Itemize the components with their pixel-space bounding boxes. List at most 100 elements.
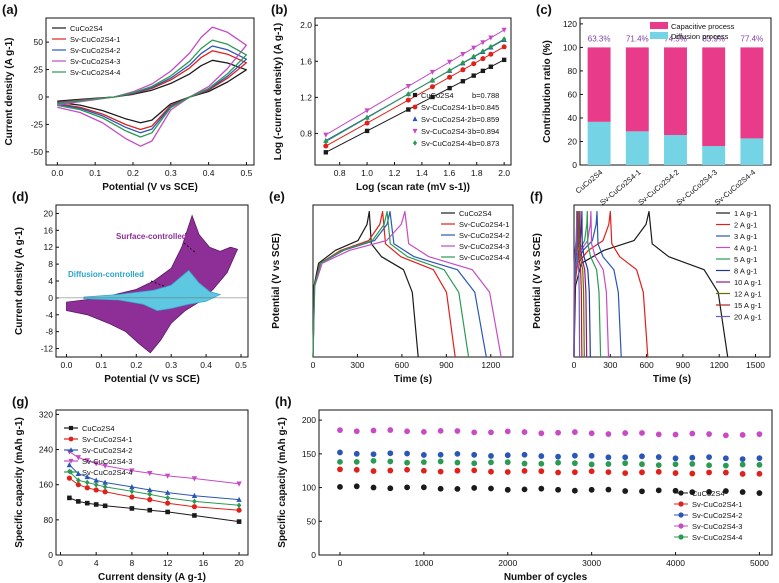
legend-entry: 5 A g-1 bbox=[734, 255, 757, 264]
panel-label: (h) bbox=[275, 394, 292, 409]
data-point bbox=[406, 107, 411, 112]
cycle-point bbox=[420, 459, 427, 466]
data-point bbox=[147, 487, 153, 493]
cycle-point bbox=[471, 451, 478, 458]
cycle-point bbox=[370, 427, 377, 434]
x-axis-label: Time (s) bbox=[394, 374, 432, 385]
cycle-point bbox=[454, 467, 461, 474]
cycle-point bbox=[471, 467, 478, 474]
x-tick-label: 0.1 bbox=[95, 360, 107, 370]
cycle-point bbox=[639, 469, 645, 476]
y-tick-label: 80 bbox=[44, 515, 54, 525]
cycle-point bbox=[437, 468, 444, 475]
legend-entry: CuCo2S4 bbox=[692, 489, 725, 498]
cycle-point bbox=[504, 469, 511, 475]
y-tick-label: 320 bbox=[39, 409, 53, 419]
cycle-point bbox=[370, 484, 377, 491]
panel-e: (e) 0 300 600 900 1200 Time (s) Potential (V vs… bbox=[269, 189, 514, 385]
y-tick-label: 4 bbox=[48, 276, 53, 286]
y-tick-label: -8 bbox=[45, 327, 53, 337]
x-tick-label: 0.4 bbox=[200, 360, 212, 370]
bar-data-label: 74.5% bbox=[664, 34, 687, 43]
legend-entry: Sv-CuCo2S4-3 bbox=[421, 127, 471, 136]
x-axis-label: Number of cycles bbox=[504, 572, 588, 583]
data-point bbox=[129, 468, 135, 474]
cycle-point bbox=[337, 449, 343, 456]
x-tick-label: 0.3 bbox=[165, 360, 177, 370]
legend-marker bbox=[678, 501, 684, 507]
data-point bbox=[364, 108, 370, 114]
y-tick-label: 12 bbox=[44, 242, 54, 252]
cycle-point bbox=[538, 430, 545, 437]
cycle-point bbox=[722, 469, 729, 476]
x-tick-label: 1.0 bbox=[361, 168, 373, 178]
data-point bbox=[93, 477, 99, 483]
cycle-point bbox=[454, 459, 461, 466]
cycle-point bbox=[689, 470, 696, 477]
data-point bbox=[471, 53, 476, 60]
legend-entry: CuCo2S4 bbox=[70, 24, 103, 33]
y-axis-label: Log (-current density) (A g-1) bbox=[273, 23, 284, 160]
x-tick-label: 0 bbox=[311, 360, 316, 370]
legend-marker bbox=[678, 523, 684, 529]
data-point bbox=[405, 97, 411, 103]
data-point bbox=[488, 43, 494, 50]
cycle-point bbox=[739, 432, 746, 438]
cycle-point bbox=[739, 461, 746, 468]
bar-capacitive bbox=[625, 47, 649, 132]
cycle-point bbox=[488, 453, 494, 459]
x-tick-label: 900 bbox=[676, 360, 690, 370]
cycle-point bbox=[639, 488, 645, 495]
category-label: Sv-CuCo2S4-4 bbox=[713, 168, 757, 207]
legend-marker bbox=[412, 92, 418, 98]
x-tick-label: 1.8 bbox=[471, 168, 483, 178]
data-point bbox=[84, 485, 90, 491]
x-axis-label: Potential (V vs SCE) bbox=[104, 374, 200, 385]
y-tick-label: 100 bbox=[302, 483, 316, 493]
x-tick-label: 0 bbox=[58, 558, 63, 568]
cycle-point bbox=[437, 485, 444, 492]
cycle-point bbox=[706, 454, 712, 461]
panel-h: (h) 0 1000 2000 3000 4000 5000 0 50 100 150 200 Numb… bbox=[275, 394, 773, 583]
cycle-point bbox=[689, 454, 696, 461]
legend-entry: Sv-CuCo2S4-3 bbox=[692, 522, 742, 531]
legend-entry: Sv-CuCo2S4-2 bbox=[459, 231, 509, 240]
data-point bbox=[429, 69, 436, 75]
annotation-diffusion: Diffusion-controlled bbox=[68, 270, 144, 279]
y-tick-label: 8 bbox=[48, 259, 53, 269]
cycle-point bbox=[605, 454, 612, 461]
area-0 bbox=[66, 214, 239, 354]
x-tick-label: 16 bbox=[199, 558, 209, 568]
data-point bbox=[460, 67, 466, 73]
gcd-curve-9 bbox=[573, 210, 581, 358]
x-tick-label: 0.0 bbox=[51, 168, 63, 178]
data-point bbox=[129, 483, 135, 490]
data-point bbox=[236, 502, 242, 509]
cycle-point bbox=[370, 457, 377, 464]
data-point bbox=[164, 473, 171, 479]
panel-d: (d) 0.0 0.1 0.2 0.3 0.4 0.5 -12 -8 -4 0 4 8 12 16 20 Pot… bbox=[12, 189, 249, 385]
data-point bbox=[480, 40, 486, 46]
cycle-point bbox=[420, 452, 427, 458]
x-tick-label: 3000 bbox=[582, 558, 601, 568]
legend-marker bbox=[68, 436, 74, 442]
cycle-point bbox=[538, 460, 545, 467]
gcd-curve-3 bbox=[312, 210, 502, 358]
data-point bbox=[129, 494, 135, 500]
legend-entry: Sv-CuCo2S4-2 bbox=[421, 115, 471, 124]
cycle-point bbox=[588, 468, 595, 475]
y-tick-label: 25 bbox=[34, 65, 44, 75]
cycle-point bbox=[504, 459, 511, 466]
y-tick-label: 20 bbox=[44, 208, 54, 218]
y-tick-label: 0 bbox=[48, 293, 53, 303]
x-tick-label: 5000 bbox=[750, 558, 769, 568]
x-tick-label: 0.2 bbox=[127, 168, 139, 178]
panel-label: (c) bbox=[536, 2, 552, 17]
legend-entry: 15 A g-1 bbox=[734, 301, 762, 310]
legend-marker bbox=[678, 534, 684, 540]
cv-curve-4 bbox=[57, 39, 248, 138]
data-point bbox=[84, 479, 90, 486]
cycle-point bbox=[655, 468, 662, 475]
gcd-curve-4 bbox=[312, 210, 470, 358]
